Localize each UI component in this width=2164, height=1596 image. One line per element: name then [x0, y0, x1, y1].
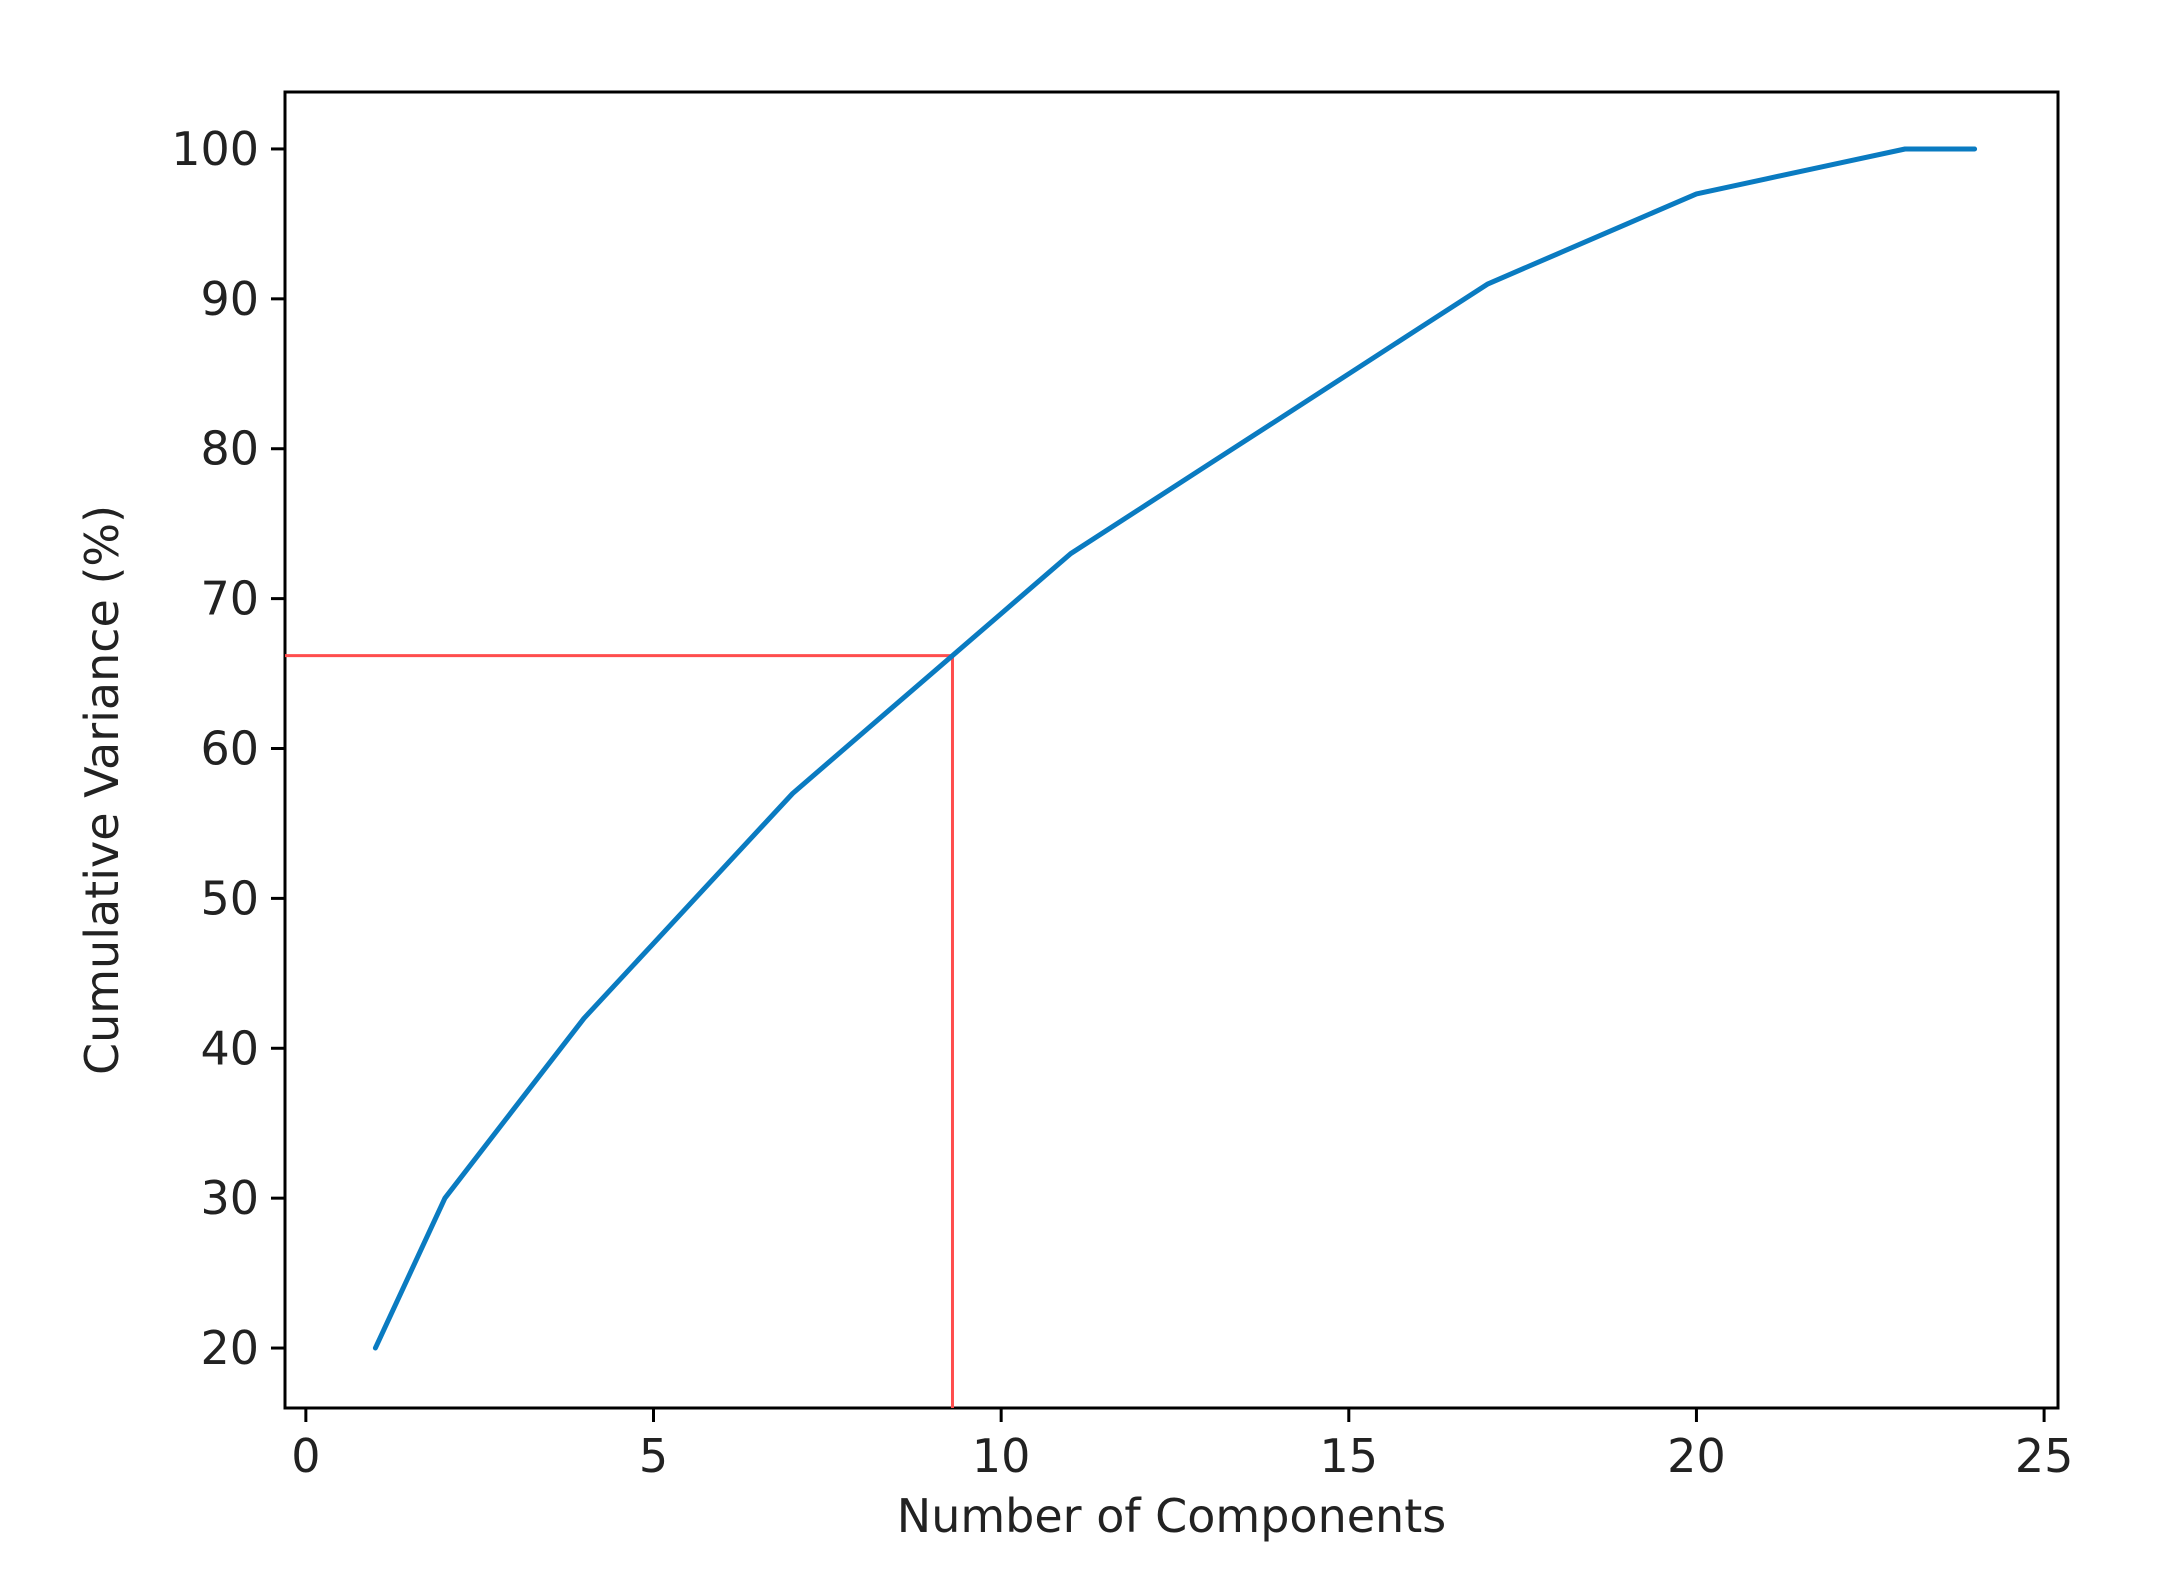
x-tick-label: 10 — [972, 1429, 1031, 1483]
y-tick-label: 100 — [171, 122, 259, 176]
x-axis-label: Number of Components — [897, 1489, 1446, 1543]
x-axis-ticks: 0 5 10 15 20 25 — [291, 1408, 2073, 1483]
x-tick-label: 20 — [1667, 1429, 1726, 1483]
series-layer — [372, 146, 1978, 1351]
plot-frame — [283, 90, 2060, 1410]
y-tick-label: 40 — [200, 1021, 259, 1075]
y-axis-ticks: 20 30 40 50 60 70 80 90 100 — [171, 122, 285, 1375]
y-tick-label: 60 — [200, 722, 259, 776]
y-axis-label: Cumulative Variance (%) — [75, 505, 129, 1075]
x-tick-label: 5 — [639, 1429, 668, 1483]
y-tick-label: 70 — [200, 572, 259, 626]
y-tick-label: 80 — [200, 422, 259, 476]
y-tick-label: 90 — [200, 272, 259, 326]
y-tick-label: 50 — [200, 871, 259, 925]
x-tick-label: 15 — [1320, 1429, 1379, 1483]
reference-lines — [285, 654, 954, 1408]
x-tick-label: 25 — [2015, 1429, 2074, 1483]
x-tick-label: 0 — [291, 1429, 320, 1483]
series-line-1 — [372, 146, 1978, 1351]
y-tick-label: 30 — [200, 1171, 259, 1225]
y-tick-label: 20 — [200, 1321, 259, 1375]
